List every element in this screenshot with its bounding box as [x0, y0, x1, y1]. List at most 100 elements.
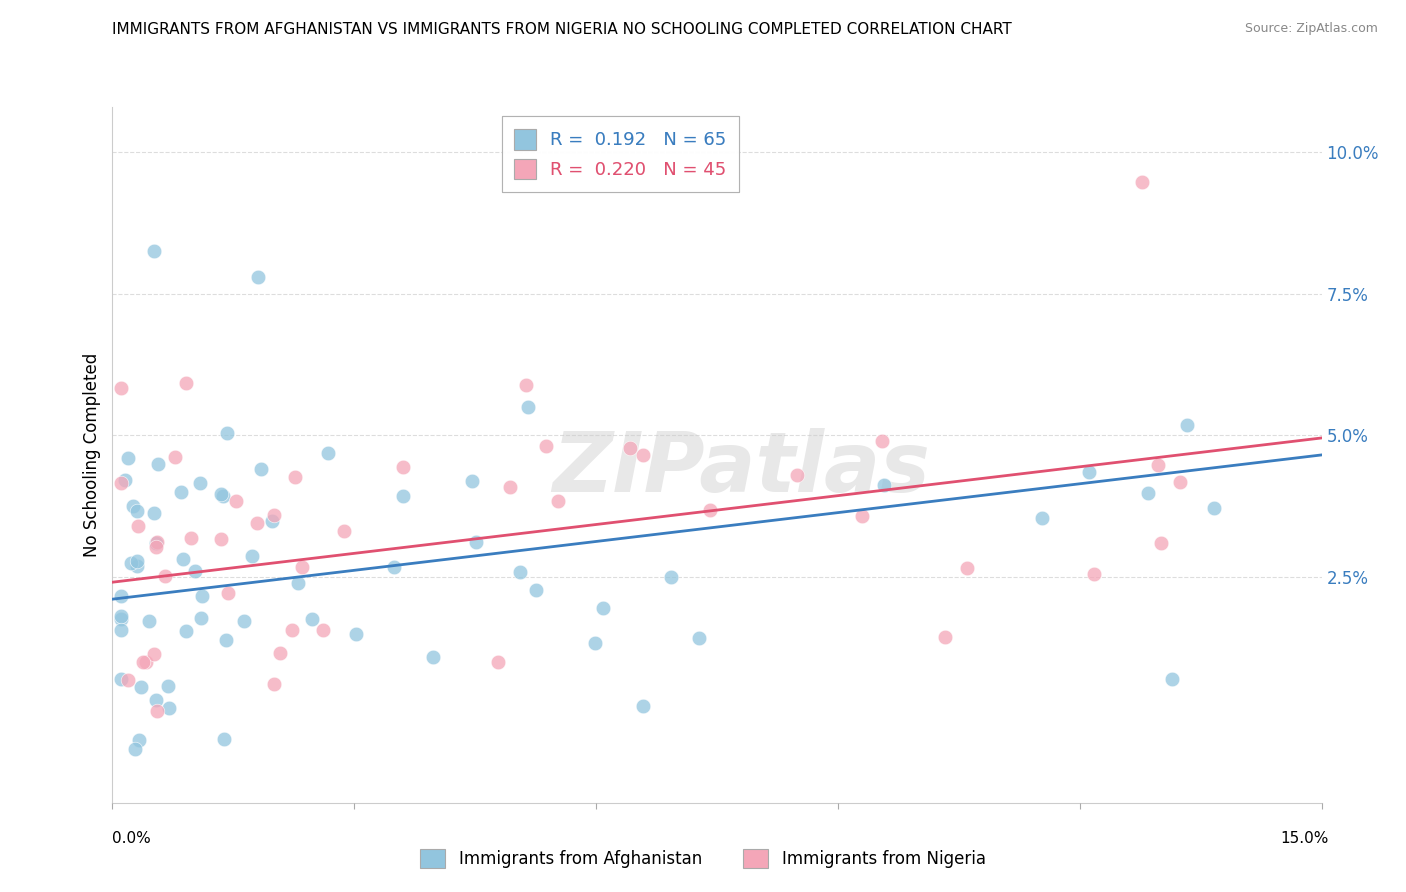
Point	[117, 673, 139, 687]
Point	[110, 381, 132, 395]
Point	[110, 589, 132, 603]
Point	[114, 473, 136, 487]
Point	[209, 532, 232, 546]
Point	[180, 531, 202, 545]
Point	[110, 672, 132, 686]
Point	[592, 600, 614, 615]
Point	[176, 376, 198, 391]
Text: 0.0%: 0.0%	[112, 831, 152, 846]
Point	[127, 554, 149, 568]
Point	[659, 569, 682, 583]
Point	[517, 400, 540, 414]
Point	[547, 494, 569, 508]
Point	[156, 679, 179, 693]
Point	[1130, 175, 1153, 189]
Point	[232, 614, 254, 628]
Point	[138, 614, 160, 628]
Point	[157, 700, 180, 714]
Y-axis label: No Schooling Completed: No Schooling Completed	[83, 353, 101, 557]
Point	[311, 623, 333, 637]
Point	[260, 514, 283, 528]
Point	[135, 655, 157, 669]
Legend: Immigrants from Afghanistan, Immigrants from Nigeria: Immigrants from Afghanistan, Immigrants …	[413, 842, 993, 875]
Point	[1150, 536, 1173, 550]
Point	[143, 244, 166, 258]
Point	[191, 589, 214, 603]
Point	[215, 426, 238, 441]
Legend: R =  0.192   N = 65, R =  0.220   N = 45: R = 0.192 N = 65, R = 0.220 N = 45	[502, 116, 740, 192]
Point	[461, 474, 484, 488]
Point	[122, 499, 145, 513]
Point	[583, 635, 606, 649]
Text: ZIPatlas: ZIPatlas	[553, 428, 931, 509]
Point	[170, 485, 193, 500]
Point	[212, 732, 235, 747]
Point	[263, 677, 285, 691]
Text: Source: ZipAtlas.com: Source: ZipAtlas.com	[1244, 22, 1378, 36]
Point	[524, 583, 547, 598]
Point	[1083, 567, 1105, 582]
Point	[125, 504, 148, 518]
Point	[132, 655, 155, 669]
Point	[240, 549, 263, 564]
Point	[619, 441, 641, 455]
Point	[1136, 485, 1159, 500]
Point	[422, 650, 444, 665]
Point	[163, 450, 186, 464]
Point	[534, 439, 557, 453]
Text: 15.0%: 15.0%	[1281, 831, 1329, 846]
Point	[110, 476, 132, 491]
Point	[631, 699, 654, 714]
Point	[384, 560, 406, 574]
Point	[509, 565, 531, 579]
Point	[1177, 417, 1199, 432]
Point	[174, 624, 197, 638]
Point	[486, 655, 509, 669]
Point	[281, 623, 304, 637]
Point	[145, 692, 167, 706]
Point	[145, 536, 167, 550]
Point	[344, 626, 367, 640]
Point	[117, 450, 139, 465]
Point	[391, 489, 413, 503]
Point	[250, 462, 273, 476]
Point	[631, 448, 654, 462]
Point	[269, 646, 291, 660]
Point	[515, 377, 537, 392]
Point	[318, 446, 340, 460]
Point	[1031, 510, 1053, 524]
Point	[287, 576, 309, 591]
Point	[699, 502, 721, 516]
Point	[263, 508, 285, 522]
Point	[786, 468, 808, 483]
Point	[225, 493, 247, 508]
Point	[110, 623, 132, 637]
Point	[332, 524, 354, 538]
Point	[956, 560, 979, 574]
Point	[1168, 475, 1191, 489]
Point	[392, 460, 415, 475]
Point	[110, 609, 132, 624]
Point	[301, 612, 323, 626]
Point	[1078, 465, 1101, 479]
Point	[145, 705, 167, 719]
Point	[872, 434, 894, 449]
Point	[245, 516, 267, 530]
Point	[124, 741, 146, 756]
Point	[190, 611, 212, 625]
Point	[246, 269, 269, 284]
Point	[934, 630, 956, 644]
Point	[499, 480, 522, 494]
Point	[688, 632, 710, 646]
Point	[127, 519, 149, 533]
Point	[188, 475, 211, 490]
Point	[1160, 672, 1182, 686]
Point	[465, 535, 488, 549]
Point	[184, 565, 207, 579]
Point	[143, 506, 166, 520]
Point	[142, 647, 165, 661]
Point	[120, 556, 142, 570]
Point	[153, 568, 176, 582]
Point	[197, 851, 219, 865]
Point	[145, 540, 167, 554]
